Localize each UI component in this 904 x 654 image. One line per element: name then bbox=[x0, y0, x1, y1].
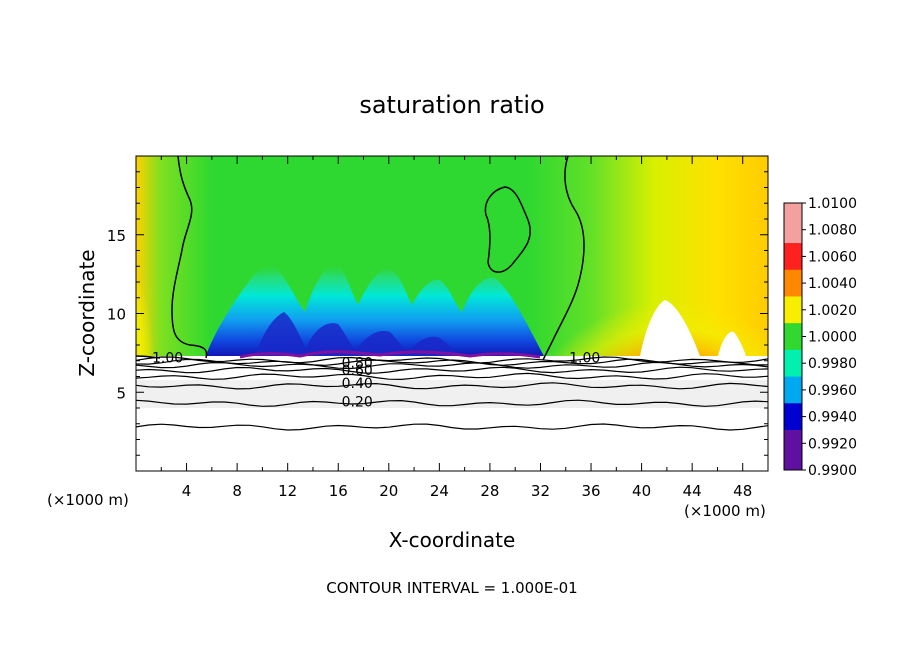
colorbar-tick-label: 1.0020 bbox=[808, 303, 857, 319]
x-tick-label: 36 bbox=[581, 482, 600, 500]
contour-label: 0.60 bbox=[342, 363, 373, 379]
colorbar-tick-label: 1.0040 bbox=[808, 276, 857, 292]
lower-contours bbox=[136, 356, 768, 431]
x-axis-title: X-coordinate bbox=[389, 528, 516, 552]
x-tick-label: 48 bbox=[733, 482, 752, 500]
colorbar-tick-label: 1.0060 bbox=[808, 249, 857, 265]
colorbar-tick-label: 0.9900 bbox=[808, 463, 857, 479]
colorbar-band bbox=[784, 296, 802, 311]
cap-region-small bbox=[718, 331, 746, 356]
y-tick-label: 10 bbox=[107, 306, 126, 324]
x-tick-label: 28 bbox=[480, 482, 499, 500]
colorbar-tick-label: 0.9920 bbox=[808, 436, 857, 452]
dry-base-edge bbox=[239, 350, 541, 359]
x-tick-label: 12 bbox=[278, 482, 297, 500]
colorbar-band bbox=[784, 443, 802, 458]
contour-1-00-left-base bbox=[136, 355, 161, 359]
x-tick-label: 32 bbox=[531, 482, 550, 500]
colorbar-band bbox=[784, 283, 802, 297]
contour-label: 1.00 bbox=[152, 351, 183, 367]
contour-line bbox=[136, 366, 768, 374]
contour-line bbox=[136, 372, 768, 381]
lower-region bbox=[136, 356, 768, 471]
chart-title: saturation ratio bbox=[359, 91, 544, 119]
x-tick-label: 16 bbox=[329, 482, 348, 500]
colorbar-tick-label: 0.9940 bbox=[808, 410, 857, 426]
y-axis-title: Z-coordinate bbox=[75, 249, 99, 376]
colorbar-band bbox=[784, 216, 802, 231]
colorbar-band bbox=[784, 416, 802, 431]
x-unit-left: (×1000 m) bbox=[47, 491, 129, 509]
x-tick-label: 4 bbox=[182, 482, 192, 500]
contour-line bbox=[136, 399, 768, 407]
contour-labels: 1.00 1.00 0.800.600.40 0.20 bbox=[152, 351, 600, 411]
lower-band-gray bbox=[136, 380, 768, 408]
colorbar-band bbox=[784, 389, 802, 404]
x-tick-label: 24 bbox=[430, 482, 449, 500]
colorbar-band bbox=[784, 243, 802, 257]
colorbar-band bbox=[784, 203, 802, 217]
contour-interval-note: CONTOUR INTERVAL = 1.000E-01 bbox=[326, 579, 577, 597]
contour-label: 0.20 bbox=[342, 395, 373, 411]
colorbar-band bbox=[784, 376, 802, 391]
colorbar-tick-label: 1.0080 bbox=[808, 223, 857, 239]
colorbar-band bbox=[784, 349, 802, 364]
x-tick-label: 8 bbox=[232, 482, 242, 500]
contour-line bbox=[136, 356, 768, 364]
contour-line bbox=[136, 382, 768, 390]
colorbar-band bbox=[784, 323, 802, 337]
contour-label: 0.40 bbox=[342, 376, 373, 392]
y-axis: 5 10 15 bbox=[107, 171, 768, 456]
contour-label: 1.00 bbox=[569, 351, 600, 367]
colorbar-band bbox=[784, 429, 802, 444]
contour-1-00-left bbox=[171, 156, 208, 359]
cap-region bbox=[640, 300, 700, 356]
colorbar-tick-label: 1.0100 bbox=[808, 196, 857, 212]
colorbar-band bbox=[784, 309, 802, 324]
colorbar-tick-label: 1.0000 bbox=[808, 330, 857, 346]
colorbar-band bbox=[784, 363, 802, 378]
x-unit-right: (×1000 m) bbox=[684, 502, 766, 520]
x-tick-label: 44 bbox=[683, 482, 702, 500]
contour-1-00-island bbox=[484, 186, 531, 273]
colorbar: 1.0100 1.0080 1.0060 1.0040 1.0020 1.0000 0.99… bbox=[783, 196, 857, 479]
x-axis: 4 8 12 16 20 24 28 32 36 40 44 48 bbox=[160, 156, 752, 500]
colorbar-band bbox=[784, 229, 802, 244]
colorbar-band bbox=[784, 456, 802, 471]
y-tick-label: 5 bbox=[116, 384, 126, 402]
contour-line bbox=[136, 423, 768, 431]
contour-label: 0.80 bbox=[342, 355, 373, 371]
x-tick-label: 20 bbox=[379, 482, 398, 500]
colorbar-tick-label: 0.9960 bbox=[808, 383, 857, 399]
y-tick-label: 15 bbox=[107, 227, 126, 245]
colorbar-band bbox=[784, 403, 802, 418]
x-tick-label: 40 bbox=[632, 482, 651, 500]
colorbar-band bbox=[784, 336, 802, 351]
contour-1-00-right bbox=[542, 156, 585, 361]
colorbar-tick-label: 0.9980 bbox=[808, 356, 857, 372]
colorbar-band bbox=[784, 256, 802, 271]
plot-area bbox=[136, 156, 768, 471]
colorbar-band bbox=[784, 269, 802, 284]
